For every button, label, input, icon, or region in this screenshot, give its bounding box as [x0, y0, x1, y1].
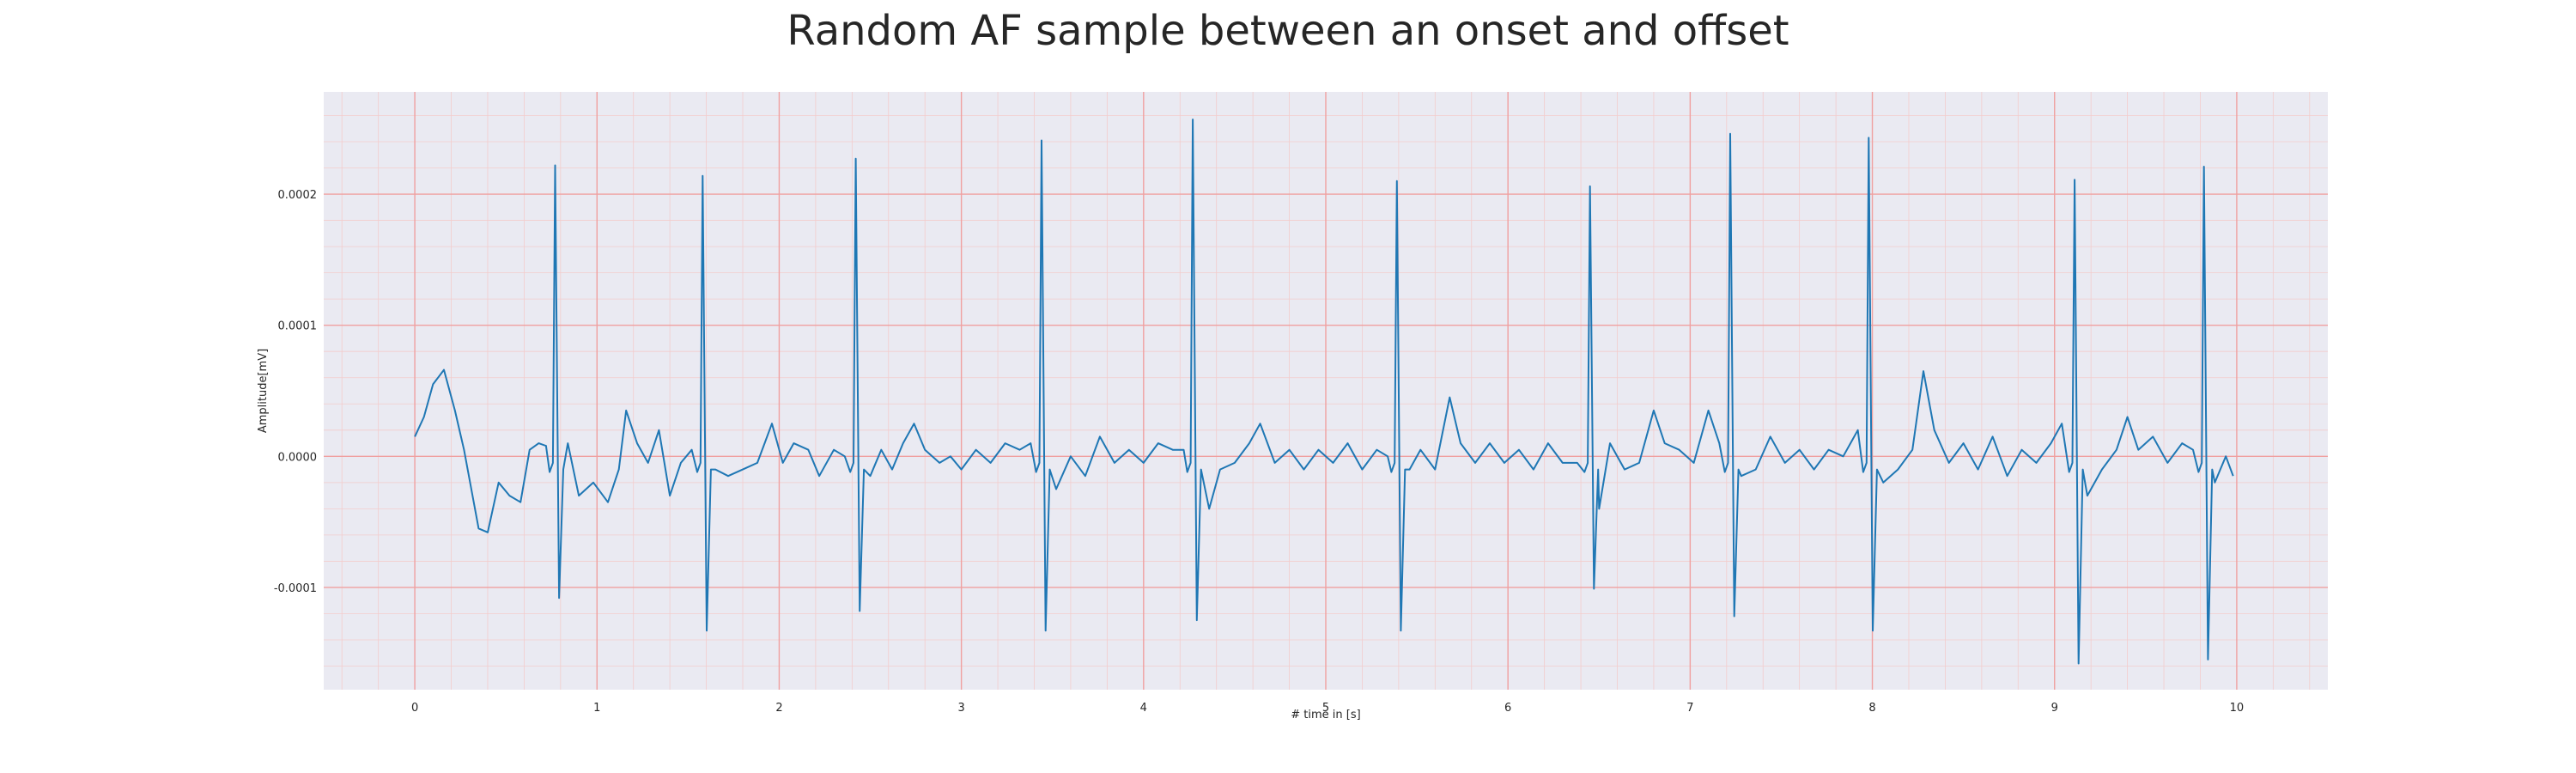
y-tick-label: 0.0000 — [278, 451, 318, 464]
y-tick-labels: -0.0001 0.0000 0.0001 0.0002 — [274, 189, 317, 595]
chart-title: Random AF sample between an onset and of… — [787, 7, 1789, 55]
x-tick-label: 9 — [2051, 702, 2058, 715]
major-grid — [324, 92, 2328, 690]
y-tick-label: 0.0002 — [278, 189, 318, 202]
x-tick-label: 7 — [1686, 702, 1693, 715]
x-tick-label: 4 — [1140, 702, 1147, 715]
x-tick-label: 10 — [2230, 702, 2245, 715]
x-tick-label: 6 — [1504, 702, 1511, 715]
series-group — [414, 119, 2234, 665]
x-tick-label: 5 — [1322, 702, 1329, 715]
x-tick-label: 3 — [957, 702, 964, 715]
ecg-trace-line — [414, 119, 2234, 665]
x-tick-label: 1 — [593, 702, 600, 715]
x-axis-label: # time in [s] — [1291, 709, 1360, 721]
x-tick-label: 2 — [775, 702, 782, 715]
x-tick-labels: 0 1 2 3 4 5 6 7 8 9 10 — [411, 702, 2244, 715]
x-tick-label: 0 — [411, 702, 418, 715]
y-tick-label: 0.0001 — [278, 320, 318, 333]
y-axis-label: Amplitude[mV] — [257, 349, 270, 433]
x-tick-label: 8 — [1868, 702, 1875, 715]
y-tick-label: -0.0001 — [274, 582, 317, 595]
